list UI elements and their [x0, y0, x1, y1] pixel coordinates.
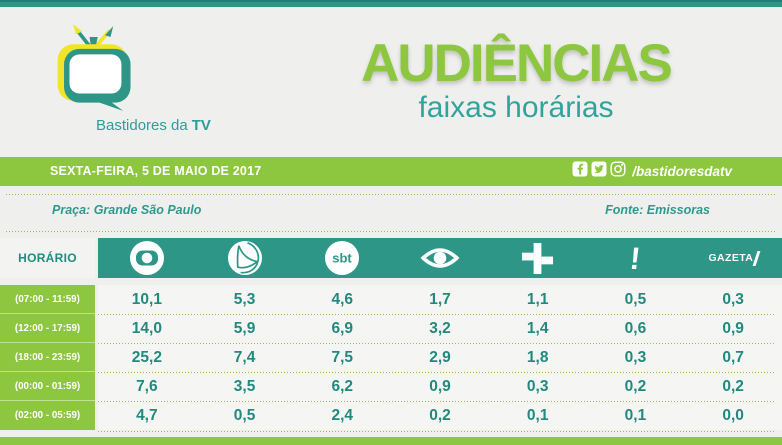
- brand-name: Bastidores da TV: [96, 117, 211, 134]
- audience-value: 3,2: [429, 320, 451, 337]
- globo-logo-icon: [98, 238, 196, 278]
- audience-value: 7,5: [331, 349, 354, 366]
- place-label: Praça: Grande São Paulo: [52, 203, 202, 217]
- audience-value: 6,2: [331, 378, 354, 395]
- date-label: SEXTA-FEIRA, 5 DE MAIO DE 2017: [50, 164, 262, 178]
- audience-value: 0,3: [624, 349, 647, 366]
- audience-value: 0,7: [722, 349, 744, 366]
- table-row: 25,2 7,4 7,5 2,9 1,8 0,3 0,7: [98, 343, 782, 372]
- time-slot-label: (07:00 - 11:59): [0, 285, 95, 314]
- gazeta-slash: [752, 250, 761, 266]
- bottom-accent-bar: [0, 437, 782, 445]
- audience-value: 25,2: [131, 349, 162, 366]
- audience-value: 0,3: [526, 378, 549, 395]
- page-subtitle: faixas horárias: [418, 90, 614, 124]
- header-titles: AUDIÊNCIAS faixas horárias: [318, 36, 714, 123]
- sbt-logo-icon: sbt: [293, 238, 391, 278]
- record-logo-icon: [196, 238, 294, 278]
- audience-value: 5,3: [233, 291, 256, 308]
- audience-value: 0,0: [722, 407, 744, 424]
- source-label: Fonte: Emissoras: [605, 203, 710, 217]
- divider: [6, 231, 776, 233]
- time-slot-label: (02:00 - 05:59): [0, 401, 95, 430]
- audience-value: 1,8: [526, 349, 549, 366]
- audience-value: 0,6: [624, 320, 647, 337]
- gazeta-logo-icon: GAZETA: [684, 238, 782, 278]
- audience-value: 3,5: [233, 378, 256, 395]
- audience-value: 0,9: [722, 320, 744, 337]
- divider: [98, 343, 776, 345]
- audience-value: 7,4: [233, 349, 256, 366]
- audience-value: 10,1: [131, 291, 162, 308]
- audience-value: 7,6: [136, 378, 158, 395]
- audience-value: 0,5: [233, 407, 256, 424]
- bastidores-tv-logo-icon: [54, 22, 136, 119]
- brand-name-bold: TV: [191, 117, 211, 134]
- audience-value: 0,2: [429, 407, 451, 424]
- divider: [98, 431, 776, 433]
- brand-name-regular: Bastidores da: [96, 117, 188, 134]
- cultura-logo-icon: [489, 238, 587, 278]
- redetv-exclamation: !: [628, 240, 643, 276]
- facebook-icon[interactable]: [572, 161, 588, 182]
- audience-value: 2,4: [331, 407, 354, 424]
- audience-value: 0,3: [722, 291, 744, 308]
- table-row: 10,1 5,3 4,6 1,7 1,1 0,5 0,3: [98, 285, 782, 314]
- audience-value: 14,0: [131, 320, 162, 337]
- table-row: 14,0 5,9 6,9 3,2 1,4 0,6 0,9: [98, 314, 782, 343]
- time-column-header: HORÁRIO: [0, 238, 95, 278]
- audience-value: 0,9: [429, 378, 451, 395]
- top-accent-bar: [0, 0, 782, 7]
- gazeta-wordmark: GAZETA: [708, 252, 754, 264]
- divider: [98, 401, 776, 403]
- audience-value: 1,1: [526, 291, 549, 308]
- redetv-logo-icon: !: [587, 238, 685, 278]
- audience-value: 0,5: [624, 291, 647, 308]
- time-slot-label: (12:00 - 17:59): [0, 314, 95, 343]
- audience-value: 0,1: [526, 407, 549, 424]
- audience-value: 4,7: [136, 407, 158, 424]
- table-row: 4,7 0,5 2,4 0,2 0,1 0,1 0,0: [98, 401, 782, 430]
- instagram-icon[interactable]: [610, 161, 626, 182]
- time-slot-label: (00:00 - 01:59): [0, 372, 95, 401]
- page-title: AUDIÊNCIAS: [361, 34, 673, 93]
- sbt-label: sbt: [333, 251, 353, 266]
- band-logo-icon: [391, 238, 489, 278]
- social-handle[interactable]: /bastidoresdatv: [632, 164, 732, 179]
- table-row: 7,6 3,5 6,2 0,9 0,3 0,2 0,2: [98, 372, 782, 401]
- time-slot-label: (18:00 - 23:59): [0, 343, 95, 372]
- twitter-icon[interactable]: [591, 161, 607, 182]
- audience-value: 0,2: [722, 378, 744, 395]
- date-bar: SEXTA-FEIRA, 5 DE MAIO DE 2017: [0, 157, 782, 186]
- audience-value: 5,9: [233, 320, 256, 337]
- audience-value: 0,2: [624, 378, 647, 395]
- audience-value: 4,6: [331, 291, 354, 308]
- social-links: /bastidoresdatv: [572, 157, 732, 186]
- audience-value: 1,7: [429, 291, 451, 308]
- audience-value: 6,9: [331, 320, 354, 337]
- channel-header-row: sbt ! GAZETA: [98, 238, 782, 278]
- audience-value: 1,4: [526, 320, 549, 337]
- audience-value: 0,1: [624, 407, 647, 424]
- divider: [6, 194, 776, 196]
- divider: [98, 372, 776, 374]
- divider: [98, 314, 776, 316]
- audience-value: 2,9: [429, 349, 451, 366]
